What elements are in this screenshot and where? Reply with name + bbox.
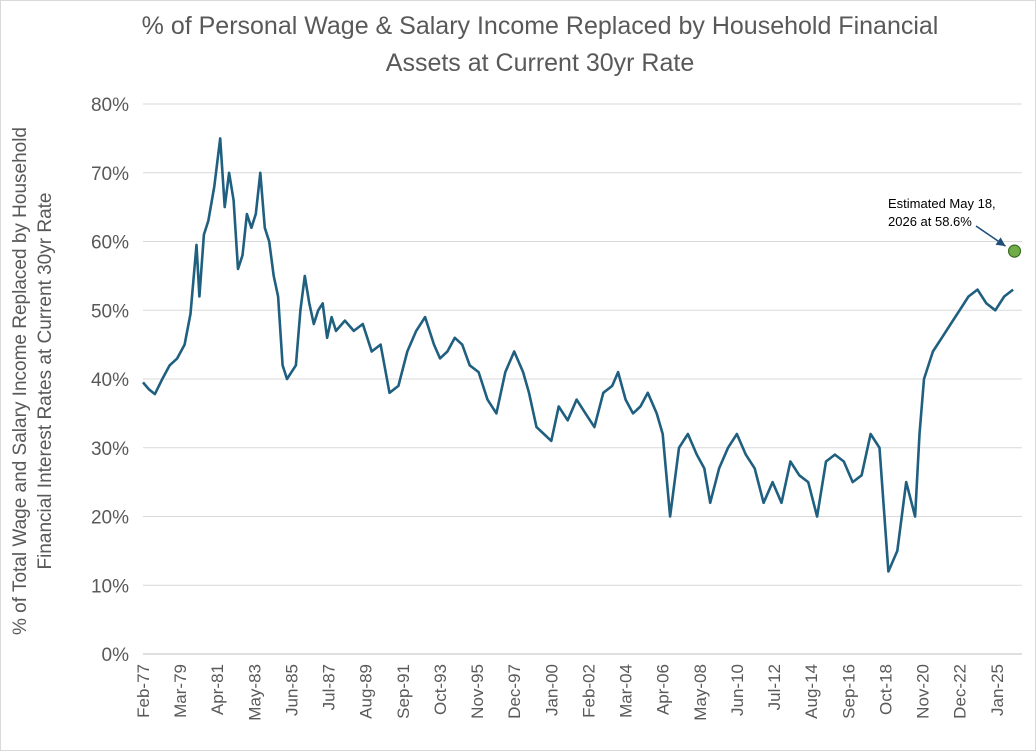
x-tick-label: Oct-18 — [876, 664, 895, 715]
x-tick-label: Jun-85 — [282, 664, 301, 716]
x-tick-label: Jun-10 — [728, 664, 747, 716]
annotation-arrow-head — [995, 237, 1006, 247]
y-tick-label: 20% — [91, 508, 129, 529]
x-tick-label: May-08 — [691, 664, 710, 721]
y-tick-label: 30% — [91, 439, 129, 460]
estimate-annotation: Estimated May 18, 2026 at 58.6% — [888, 196, 996, 229]
series-line — [142, 137, 1014, 573]
series-group — [142, 137, 1022, 573]
estimate-point — [1007, 244, 1022, 258]
y-tick-labels: 0% 10% 20% 30% 40% 50% 60% 70% 80% — [91, 95, 129, 666]
x-tick-label: Apr-06 — [654, 664, 673, 715]
x-tick-label: Sep-91 — [394, 664, 413, 719]
x-tick-label: Mar-04 — [617, 664, 636, 718]
y-tick-label: 0% — [102, 645, 130, 666]
chart-title-line1: % of Personal Wage & Salary Income Repla… — [141, 12, 939, 40]
y-tick-label: 70% — [91, 164, 129, 185]
y-tick-label: 40% — [91, 370, 129, 391]
x-tick-label: Dec-97 — [505, 664, 524, 719]
x-tick-label: Mar-79 — [171, 664, 190, 718]
y-tick-label: 60% — [91, 233, 129, 254]
x-tick-label: Feb-02 — [579, 664, 598, 718]
x-tick-label: Aug-89 — [357, 664, 376, 719]
y-tick-label: 10% — [91, 576, 129, 597]
annotation-arrow — [975, 225, 1006, 247]
x-tick-label: Nov-20 — [914, 664, 933, 719]
x-tick-label: Feb-77 — [134, 664, 153, 718]
x-tick-label: Oct-93 — [431, 664, 450, 715]
x-tick-label: Apr-81 — [208, 664, 227, 715]
y-tick-label: 80% — [91, 95, 129, 116]
x-tick-label: Jul-12 — [765, 664, 784, 710]
y-tick-label: 50% — [91, 301, 129, 322]
x-tick-label: May-83 — [245, 664, 264, 721]
x-tick-label: Jan-25 — [988, 664, 1007, 716]
x-tick-label: Nov-95 — [468, 664, 487, 719]
x-tick-labels: Feb-77 Mar-79 Apr-81 May-83 Jun-85 Jul-87 Aug-… — [134, 664, 1007, 721]
chart-title-line2: Assets at Current 30yr Rate — [385, 49, 695, 77]
x-tick-label: Jul-87 — [320, 664, 339, 710]
gridlines — [143, 103, 1022, 655]
x-tick-label: Aug-14 — [802, 664, 821, 719]
x-tick-label: Dec-22 — [951, 664, 970, 719]
x-tick-label: Sep-16 — [839, 664, 858, 719]
x-tick-label: Jan-00 — [542, 664, 561, 716]
